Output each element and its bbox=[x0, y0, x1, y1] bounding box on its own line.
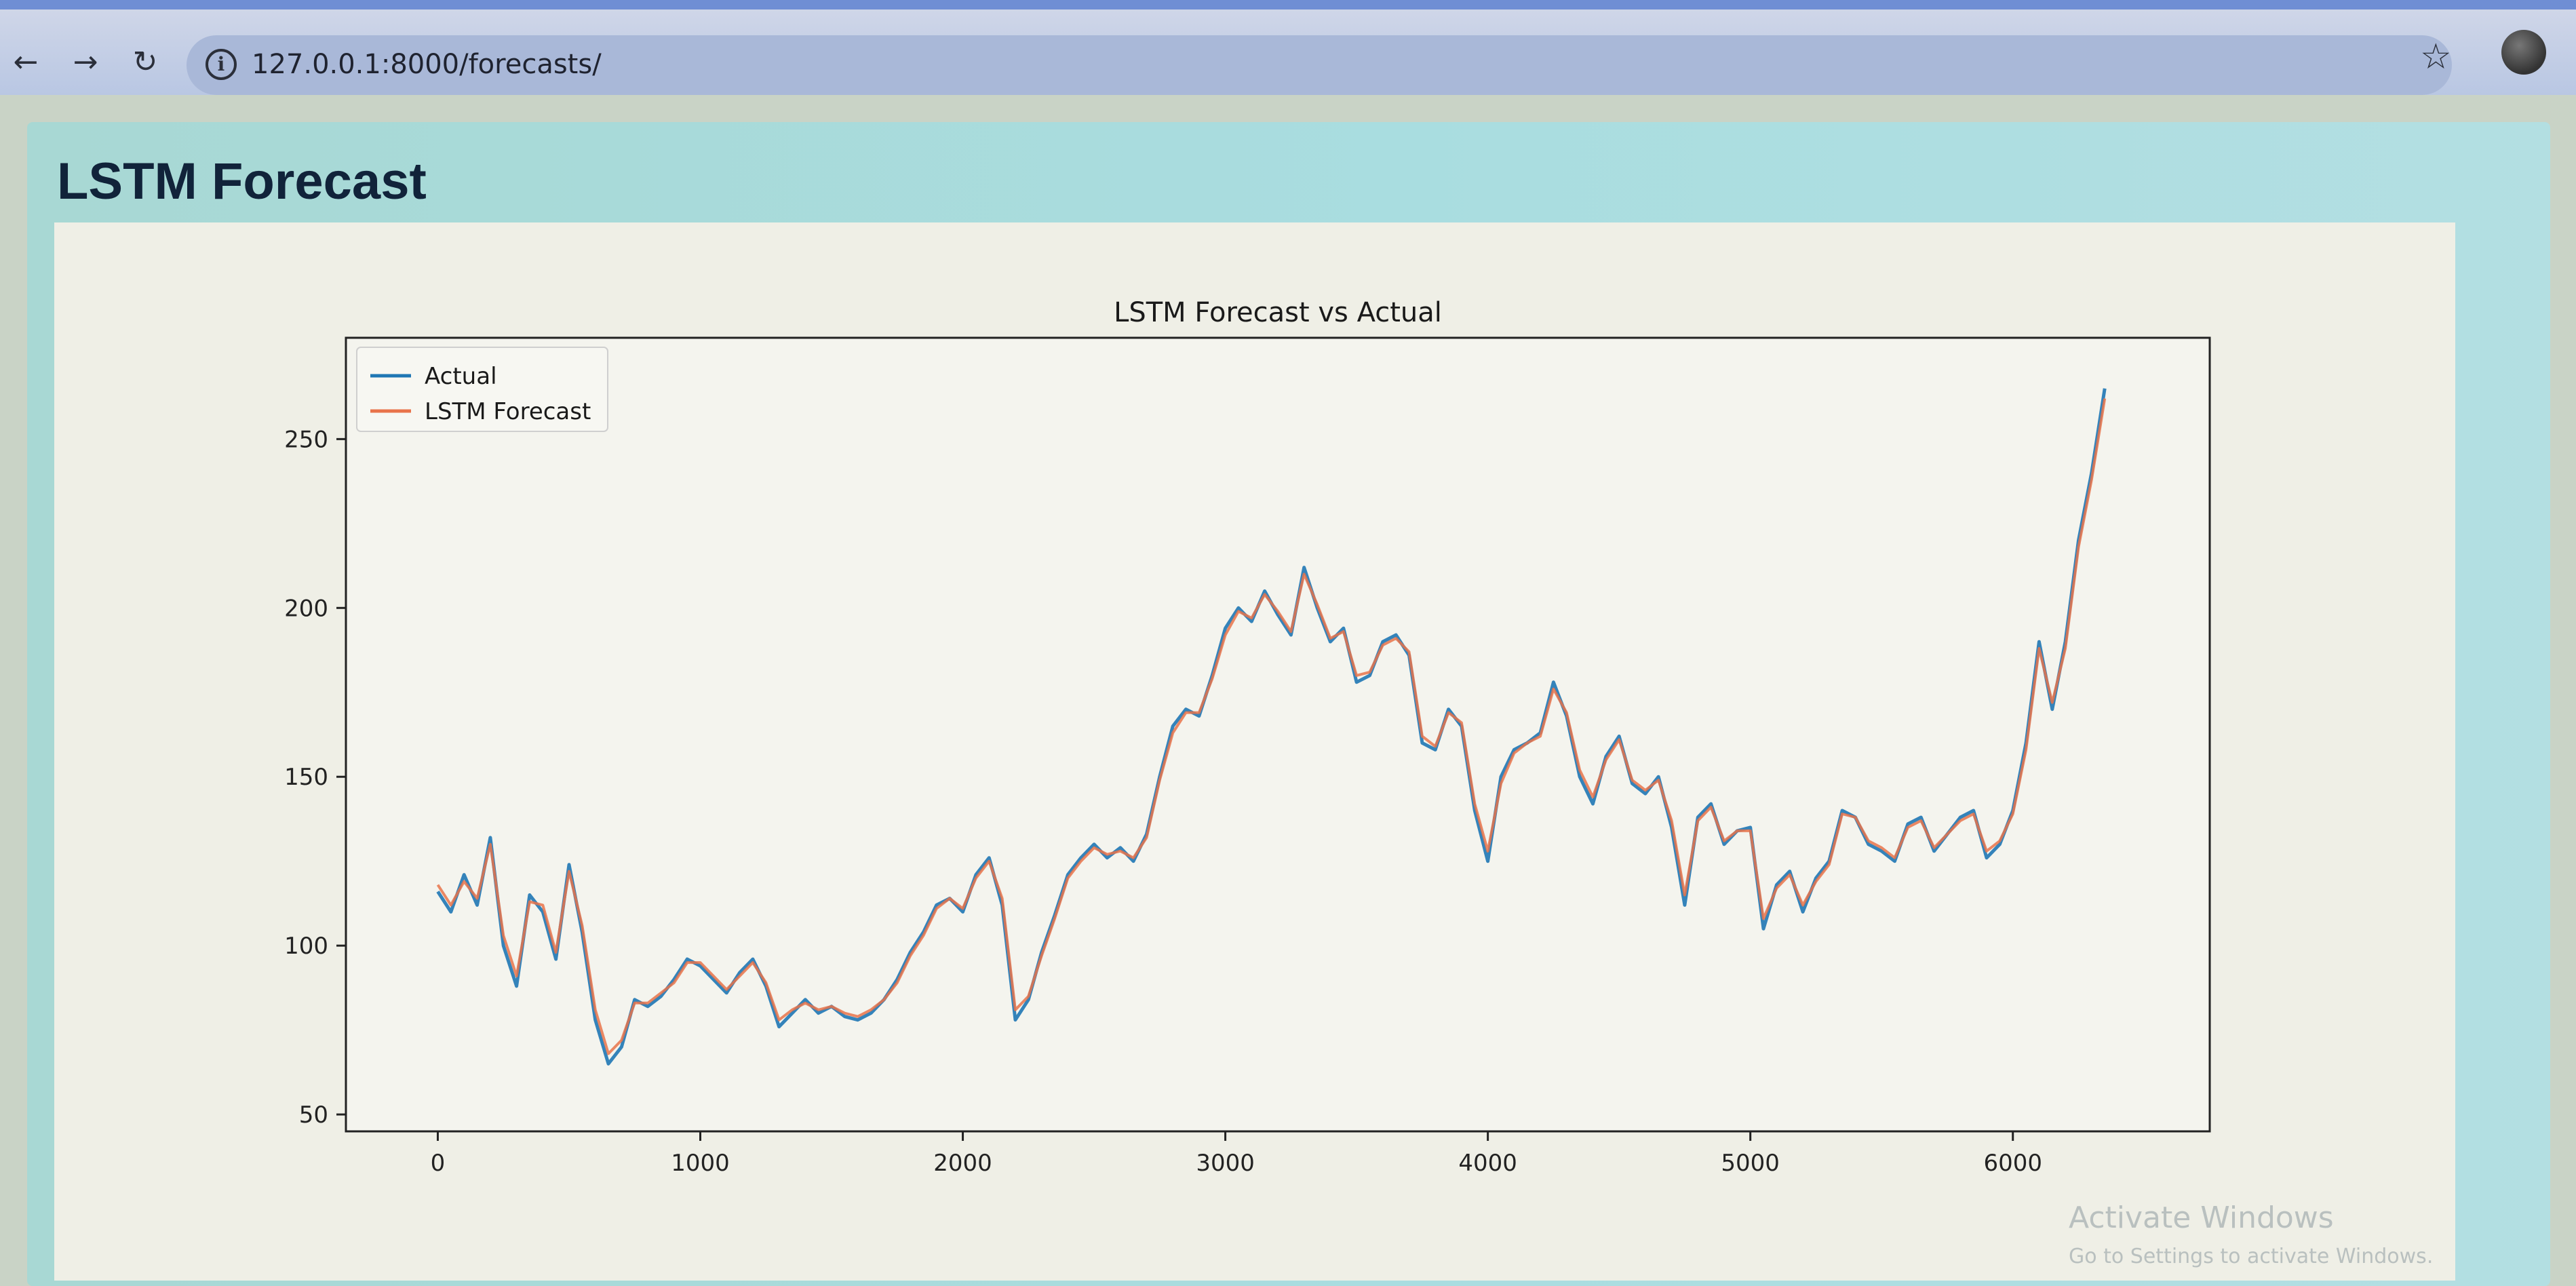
x-tick-label: 1000 bbox=[671, 1150, 730, 1177]
profile-avatar[interactable] bbox=[2501, 30, 2546, 75]
page-title: LSTM Forecast bbox=[57, 153, 427, 210]
forecast-chart: LSTM Forecast vs Actual 0 1000 2000 3000 400… bbox=[284, 297, 2211, 1177]
chart-card: LSTM Forecast vs Actual 0 1000 2000 3000 400… bbox=[54, 222, 2455, 1281]
reload-button[interactable]: ↻ bbox=[126, 43, 164, 81]
y-tick-label: 150 bbox=[284, 764, 328, 791]
arrow-right-icon: → bbox=[73, 45, 98, 79]
browser-toolbar: ← → ↻ i 127.0.0.1:8000/forecasts/ ☆ bbox=[0, 0, 2576, 95]
y-tick-label: 100 bbox=[284, 933, 328, 960]
legend-label: LSTM Forecast bbox=[425, 398, 591, 425]
x-tick-label: 5000 bbox=[1721, 1150, 1780, 1177]
legend-box bbox=[356, 347, 608, 432]
address-bar[interactable]: i 127.0.0.1:8000/forecasts/ bbox=[187, 35, 2452, 95]
x-tick-label: 4000 bbox=[1458, 1150, 1517, 1177]
page-container: LSTM Forecast LSTM Forecast vs Actual 0 1… bbox=[27, 122, 2550, 1286]
arrow-left-icon: ← bbox=[13, 45, 39, 79]
x-tick-label: 3000 bbox=[1196, 1150, 1255, 1177]
x-tick-label: 0 bbox=[431, 1150, 446, 1177]
legend: Actual LSTM Forecast bbox=[356, 347, 608, 432]
series-line-lstm-forecast bbox=[436, 398, 2107, 1055]
y-axis: 50 100 150 200 250 bbox=[284, 426, 346, 1129]
back-button[interactable]: ← bbox=[7, 43, 45, 81]
windows-activation-title: Activate Windows bbox=[2069, 1201, 2334, 1235]
x-axis: 0 1000 2000 3000 4000 5000 6000 bbox=[431, 1131, 2042, 1177]
y-tick-label: 200 bbox=[284, 595, 328, 622]
chart-title: LSTM Forecast vs Actual bbox=[1114, 297, 1442, 328]
y-tick-label: 250 bbox=[284, 426, 328, 453]
plot-area bbox=[345, 336, 2211, 1133]
reload-icon: ↻ bbox=[132, 45, 158, 79]
info-icon[interactable]: i bbox=[206, 49, 237, 80]
windows-activation-subtitle: Go to Settings to activate Windows. bbox=[2069, 1245, 2434, 1268]
url-text[interactable]: 127.0.0.1:8000/forecasts/ bbox=[252, 49, 602, 80]
x-tick-label: 6000 bbox=[1983, 1150, 2042, 1177]
y-tick-label: 50 bbox=[299, 1102, 328, 1129]
legend-label: Actual bbox=[425, 363, 497, 390]
forward-button[interactable]: → bbox=[66, 43, 104, 81]
bookmark-button[interactable]: ☆ bbox=[2420, 37, 2452, 77]
series-layer bbox=[436, 388, 2107, 1066]
star-icon: ☆ bbox=[2420, 37, 2452, 77]
x-tick-label: 2000 bbox=[933, 1150, 992, 1177]
